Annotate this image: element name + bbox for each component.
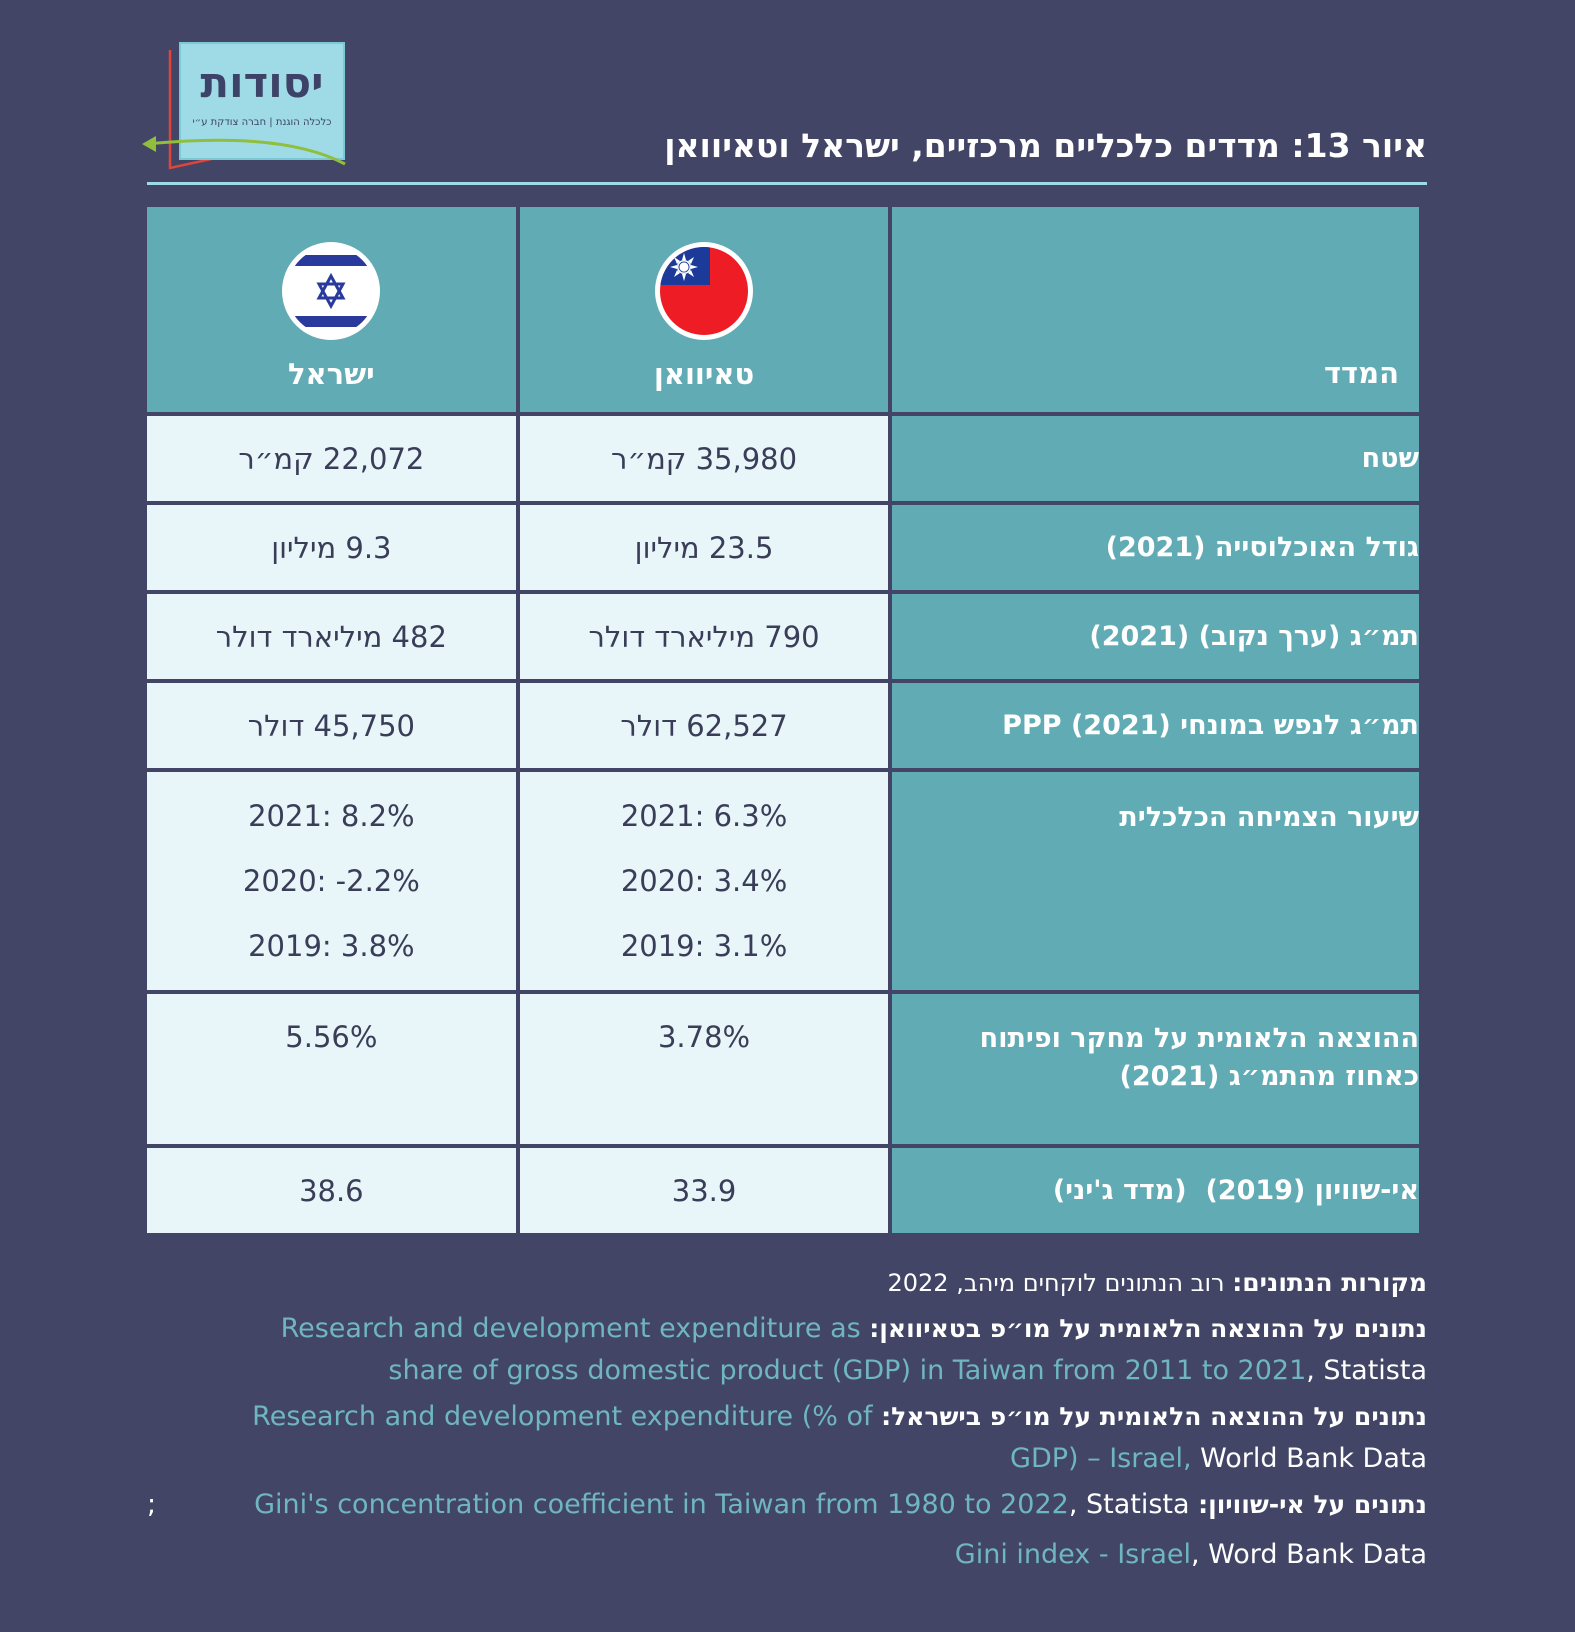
- source-gini: נתונים על אי-שוויון: Gini's concentratio…: [147, 1484, 1427, 1576]
- row-label: גודל האוכלוסייה (2021): [892, 505, 1419, 590]
- taiwan-value: 23.5 מיליון: [519, 505, 889, 590]
- sources-text: רוב הנתונים לוקחים מיהב, 2022: [887, 1269, 1225, 1297]
- logo-arrow-icon: [142, 136, 346, 166]
- israel-value: 482 מיליארד דולר: [147, 594, 516, 679]
- source-israel-rd: נתונים על ההוצאה הלאומית על מו״פ בישראל:…: [147, 1396, 1427, 1480]
- source-link[interactable]: share of gross domestic product (GDP) in…: [388, 1355, 1307, 1386]
- taiwan-value: 790 מיליארד דולר: [519, 594, 889, 679]
- taiwan-value: 3.78%: [519, 994, 889, 1144]
- header-taiwan-cell: טאיוואן: [519, 207, 889, 412]
- source-link[interactable]: Research and development expenditure (% …: [252, 1401, 873, 1432]
- header-taiwan: טאיוואן: [653, 357, 755, 391]
- source-publisher: , Statista: [1306, 1355, 1427, 1386]
- row-label: שטח: [892, 416, 1419, 501]
- taiwan-growth-values: 2021: 6.3% 2020: 3.4% 2019: 3.1%: [519, 772, 889, 990]
- header-metric-cell: המדד: [892, 207, 1419, 412]
- growth-value: 2021: 6.3%: [620, 798, 788, 833]
- table-row-rd: ההוצאה הלאומית על מחקר ופיתוח כאחוז מהתמ…: [147, 994, 1419, 1144]
- logo-tagline: כלכלה הוגנת | חברה צודקת ע״י: [192, 117, 332, 128]
- row-label: שיעור הצמיחה הכלכלית: [892, 772, 1419, 990]
- header-metric: המדד: [1323, 356, 1399, 390]
- source-separator: ;: [147, 1489, 157, 1520]
- table-header-row: המדד: [147, 207, 1419, 412]
- israel-value: 45,750 דולר: [147, 683, 516, 768]
- row-label-line: ההוצאה הלאומית על מחקר ופיתוח: [979, 1023, 1419, 1054]
- source-publisher: , Word Bank Data: [1190, 1539, 1427, 1570]
- header-israel-cell: ישראל: [147, 207, 516, 412]
- source-link[interactable]: Gini's concentration coefficient in Taiw…: [254, 1489, 1069, 1520]
- indicators-table: המדד: [143, 203, 1423, 1237]
- sources-main: מקורות הנתונים: רוב הנתונים לוקחים מיהב,…: [147, 1262, 1428, 1304]
- growth-value: 2020: -2.2%: [242, 863, 420, 898]
- source-link[interactable]: GDP) – Israel,: [1010, 1443, 1192, 1474]
- header-israel: ישראל: [288, 357, 375, 391]
- israel-flag-icon: [282, 242, 381, 340]
- row-label: תמ״ג לנפש במונחי PPP (2021): [892, 683, 1419, 768]
- logo-word: יסודות: [200, 58, 324, 107]
- table-row: שטח 35,980 קמ״ר 22,072 קמ״ר: [147, 416, 1419, 501]
- table-row: גודל האוכלוסייה (2021) 23.5 מיליון 9.3 מ…: [147, 505, 1419, 590]
- israel-value: 5.56%: [147, 994, 516, 1144]
- growth-value: 2019: 3.1%: [620, 928, 788, 963]
- source-label: נתונים על ההוצאה הלאומית על מו״פ בטאיווא…: [869, 1314, 1427, 1343]
- page-title: איור 13: מדדים כלכליים מרכזיים, ישראל וט…: [664, 126, 1427, 165]
- table-row: תמ״ג לנפש במונחי PPP (2021) 62,527 דולר …: [147, 683, 1419, 768]
- source-taiwan-rd: נתונים על ההוצאה הלאומית על מו״פ בטאיווא…: [147, 1308, 1427, 1392]
- table-row: תמ״ג (ערך נקוב) (2021) 790 מיליארד דולר …: [147, 594, 1419, 679]
- taiwan-value: 62,527 דולר: [519, 683, 889, 768]
- growth-value: 2019: 3.8%: [248, 928, 415, 963]
- row-label: אי-שוויון (2019) (מדד ג'יני): [892, 1148, 1419, 1233]
- source-label: נתונים על ההוצאה הלאומית על מו״פ בישראל:: [881, 1402, 1427, 1431]
- title-divider: [147, 182, 1427, 185]
- sources-label: מקורות הנתונים:: [1232, 1268, 1427, 1297]
- row-label: תמ״ג (ערך נקוב) (2021): [892, 594, 1419, 679]
- taiwan-flag-icon: [655, 242, 754, 340]
- israel-value: 9.3 מיליון: [147, 505, 516, 590]
- source-label: נתונים על אי-שוויון:: [1198, 1490, 1427, 1519]
- source-publisher: , Statista: [1068, 1489, 1190, 1520]
- row-label: ההוצאה הלאומית על מחקר ופיתוח כאחוז מהתמ…: [892, 994, 1419, 1144]
- source-link[interactable]: Research and development expenditure as: [280, 1313, 861, 1344]
- source-publisher: World Bank Data: [1191, 1443, 1427, 1474]
- table-row-growth: שיעור הצמיחה הכלכלית 2021: 6.3% 2020: 3.…: [147, 772, 1419, 990]
- taiwan-value: 35,980 קמ״ר: [519, 416, 889, 501]
- israel-growth-values: 2021: 8.2% 2020: -2.2% 2019: 3.8%: [147, 772, 516, 990]
- israel-value: 22,072 קמ״ר: [147, 416, 516, 501]
- table-row-gini: אי-שוויון (2019) (מדד ג'יני) 33.9 38.6: [147, 1148, 1419, 1233]
- growth-value: 2021: 8.2%: [248, 798, 415, 833]
- logo: יסודות כלכלה הוגנת | חברה צודקת ע״י: [142, 40, 347, 170]
- growth-value: 2020: 3.4%: [620, 863, 788, 898]
- sources-section: מקורות הנתונים: רוב הנתונים לוקחים מיהב,…: [147, 1262, 1427, 1576]
- source-link[interactable]: Gini index - Israel: [954, 1539, 1191, 1570]
- row-label-line: כאחוז מהתמ״ג (2021): [1119, 1061, 1419, 1092]
- israel-value: 38.6: [147, 1148, 516, 1233]
- taiwan-value: 33.9: [519, 1148, 889, 1233]
